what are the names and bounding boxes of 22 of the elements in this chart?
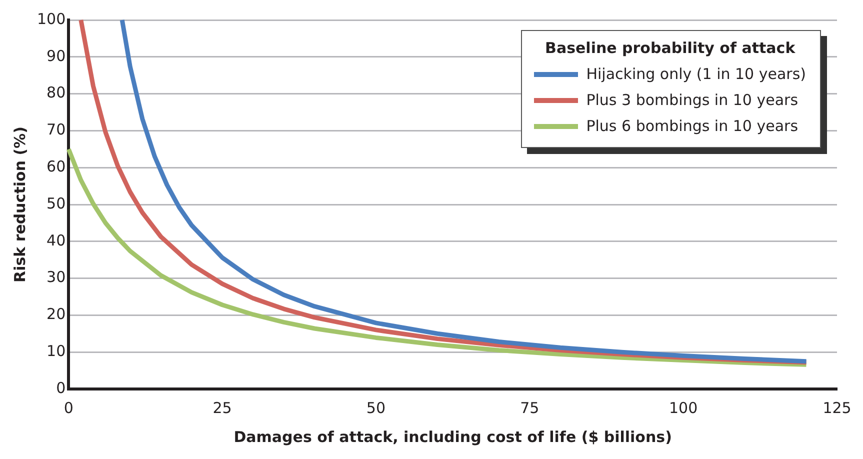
y-tick-label: 20: [46, 305, 66, 324]
y-tick-label: 10: [46, 342, 66, 360]
x-tick-label: 50: [366, 398, 386, 417]
legend-label: Plus 6 bombings in 10 years: [586, 116, 798, 137]
x-tick-label: 25: [212, 398, 232, 417]
x-tick-label: 125: [822, 398, 852, 417]
x-tick-label: 75: [520, 398, 540, 417]
y-tick-label: 100: [36, 10, 66, 28]
y-tick-label: 80: [46, 84, 66, 102]
x-tick-label: 100: [669, 398, 698, 417]
y-tick-label: 0: [56, 378, 66, 397]
legend-label: Plus 3 bombings in 10 years: [586, 90, 798, 111]
y-tick-label: 90: [46, 46, 66, 65]
y-tick-label: 50: [46, 194, 66, 212]
y-axis-title: Risk reduction (%): [10, 126, 29, 282]
y-tick-label: 60: [46, 157, 66, 176]
y-tick-label: 30: [46, 268, 66, 286]
y-tick-label: 70: [46, 120, 66, 139]
legend-title: Baseline probability of attack: [544, 39, 796, 57]
legend-label: Hijacking only (1 in 10 years): [586, 64, 806, 85]
x-axis-title: Damages of attack, including cost of life ($ billions): [234, 428, 672, 446]
y-tick-label: 40: [46, 231, 66, 250]
